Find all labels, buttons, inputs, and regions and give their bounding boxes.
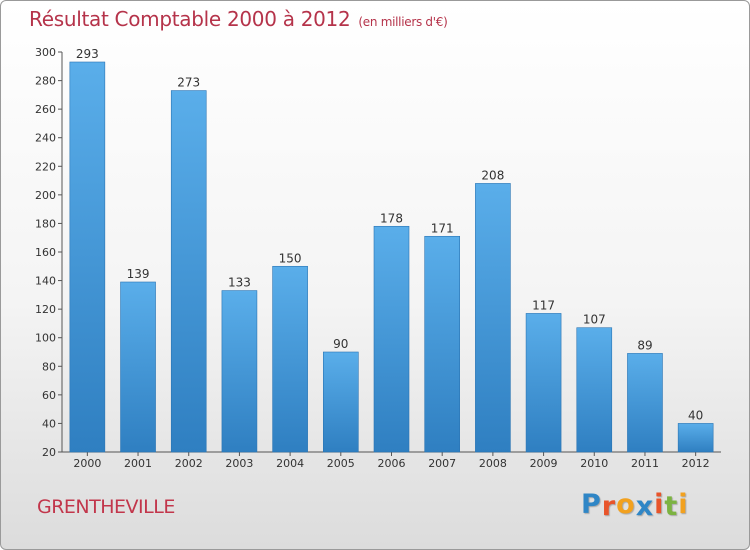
bar	[373, 225, 410, 453]
x-tick-label: 2006	[378, 457, 406, 470]
logo-letter: o	[616, 489, 636, 520]
data-label: 178	[380, 211, 403, 225]
data-label: 89	[637, 338, 652, 352]
data-label: 133	[228, 276, 251, 290]
chart-title: Résultat Comptable 2000 à 2012 (en millie…	[29, 7, 448, 31]
y-tick-label: 140	[35, 275, 56, 288]
data-label: 273	[177, 76, 200, 90]
data-label: 90	[333, 337, 348, 351]
data-label: 293	[76, 47, 99, 61]
x-tick-label: 2009	[530, 457, 558, 470]
y-tick-label: 220	[35, 160, 56, 173]
x-tick-label: 2010	[580, 457, 608, 470]
y-tick-label: 100	[35, 332, 56, 345]
x-tick-label: 2012	[682, 457, 710, 470]
x-tick-label: 2008	[479, 457, 507, 470]
chart-title-text: Résultat Comptable 2000 à 2012	[29, 7, 351, 31]
data-label: 171	[431, 221, 454, 235]
x-tick-label: 2004	[276, 457, 304, 470]
bar	[475, 183, 511, 453]
logo-letter: i	[678, 489, 689, 520]
town-name: GRENTHEVILLE	[37, 496, 175, 518]
data-label: 117	[532, 298, 555, 312]
bar	[627, 353, 663, 453]
bar	[272, 265, 308, 453]
x-tick-label: 2005	[327, 457, 355, 470]
logo-letter: P	[581, 489, 602, 520]
bar	[525, 313, 562, 453]
bar	[576, 327, 613, 453]
bar	[323, 351, 359, 453]
bar	[120, 281, 156, 453]
logo-letter: t	[664, 491, 679, 522]
x-tick-label: 2000	[73, 457, 101, 470]
data-label: 107	[583, 313, 606, 327]
logo-letter: r	[601, 491, 617, 522]
logo-letter: i	[654, 489, 665, 520]
bar	[69, 61, 106, 453]
y-tick-label: 280	[35, 75, 56, 88]
bar	[424, 235, 460, 453]
data-label: 208	[481, 168, 504, 182]
proxiti-logo: Proxiti	[581, 489, 689, 522]
bar	[170, 90, 207, 453]
x-tick-label: 2007	[428, 457, 456, 470]
bar	[221, 290, 258, 453]
x-tick-label: 2001	[124, 457, 152, 470]
y-tick-label: 240	[35, 132, 56, 145]
chart-unit: (en milliers d'€)	[358, 15, 448, 29]
bar	[677, 423, 714, 453]
y-tick-label: 200	[35, 189, 56, 202]
x-tick-label: 2002	[175, 457, 203, 470]
x-tick-label: 2011	[631, 457, 659, 470]
y-tick-label: 120	[35, 303, 56, 316]
data-label: 40	[688, 408, 703, 422]
y-tick-label: 40	[42, 417, 56, 430]
y-tick-label: 60	[42, 389, 56, 402]
logo-letter: x	[635, 491, 655, 522]
y-tick-label: 260	[35, 103, 56, 116]
y-tick-label: 80	[42, 360, 56, 373]
y-tick-label: 300	[35, 46, 56, 59]
y-tick-label: 160	[35, 246, 56, 259]
data-label: 139	[127, 267, 150, 281]
y-tick-label: 20	[42, 446, 56, 459]
y-tick-label: 180	[35, 217, 56, 230]
x-tick-label: 2003	[225, 457, 253, 470]
data-label: 150	[279, 251, 302, 265]
